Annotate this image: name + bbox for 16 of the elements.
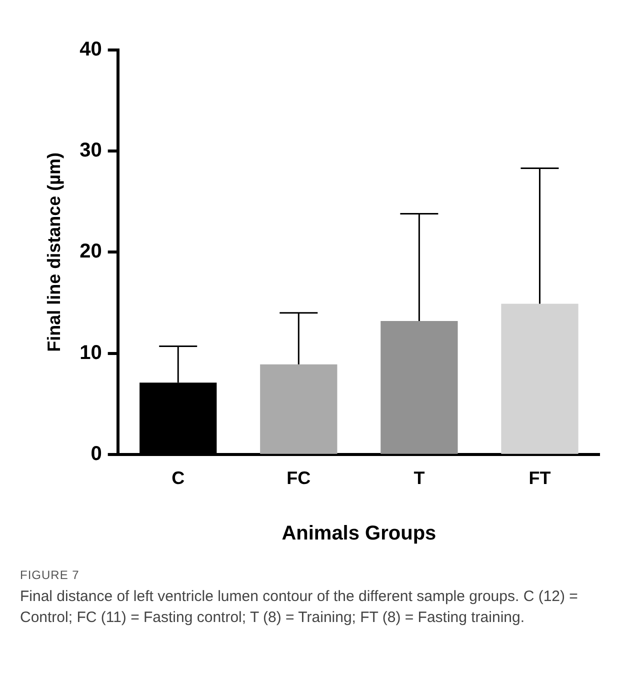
bar [380,320,458,454]
x-tick-label: T [414,468,425,488]
x-axis-title: Animals Groups [282,522,436,545]
caption: FIGURE 7 [20,567,80,584]
x-tick-label: FT [528,468,551,488]
y-tick-label: 0 [90,442,102,465]
bar [260,364,338,454]
y-tick-label: 10 [80,342,102,364]
x-tick-label: C [172,468,185,488]
y-tick-label: 20 [80,240,102,263]
y-tick-label: 30 [80,140,102,162]
y-axis-title: Final line distance (µm) [44,152,64,352]
x-tick-label: FC [286,468,311,488]
bar [501,304,578,454]
text: Final distance of left ventricle lumen contour of the different sample groups. C (12) = Control; FC (11) = Fasting control; T (8) = Training; FT (8) = Fasting training. [20,587,579,628]
y-tick-label: 40 [80,38,102,61]
